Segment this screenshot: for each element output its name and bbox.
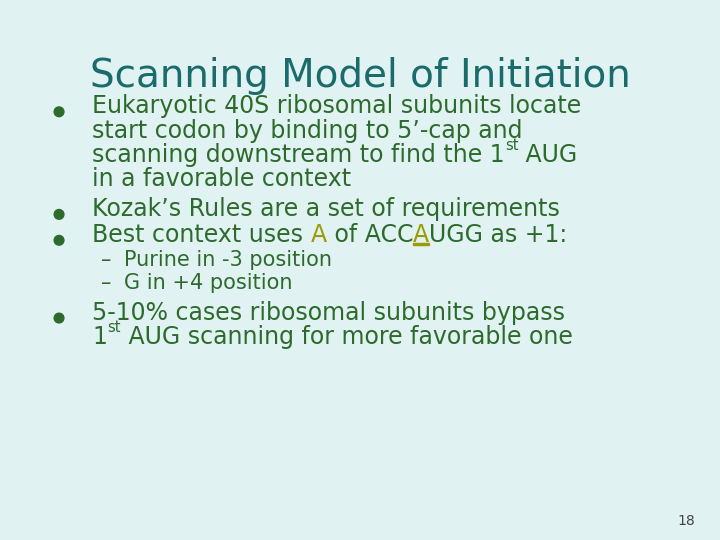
Text: G in +4 position: G in +4 position <box>124 273 292 293</box>
Text: A: A <box>310 223 327 247</box>
Text: Best context uses: Best context uses <box>92 223 310 247</box>
Text: st: st <box>107 320 120 335</box>
Text: start codon by binding to 5’-cap and: start codon by binding to 5’-cap and <box>92 119 523 143</box>
Text: 1: 1 <box>92 325 107 349</box>
Text: in a favorable context: in a favorable context <box>92 167 351 191</box>
Text: Kozak’s Rules are a set of requirements: Kozak’s Rules are a set of requirements <box>92 197 560 221</box>
Ellipse shape <box>54 107 64 117</box>
Text: Purine in -3 position: Purine in -3 position <box>124 250 332 270</box>
Text: 18: 18 <box>677 514 695 528</box>
Text: –: – <box>101 273 111 293</box>
Text: AUG scanning for more favorable one: AUG scanning for more favorable one <box>120 325 572 349</box>
Text: st: st <box>505 138 518 153</box>
Text: 5-10% cases ribosomal subunits bypass: 5-10% cases ribosomal subunits bypass <box>92 301 565 325</box>
Ellipse shape <box>54 313 64 323</box>
Text: AUG: AUG <box>518 143 577 167</box>
Text: of ACC: of ACC <box>327 223 413 247</box>
Text: A: A <box>413 223 429 247</box>
Bar <box>413 243 429 245</box>
Text: scanning downstream to find the 1: scanning downstream to find the 1 <box>92 143 505 167</box>
Text: –: – <box>101 250 111 270</box>
Text: Scanning Model of Initiation: Scanning Model of Initiation <box>89 57 631 94</box>
Ellipse shape <box>54 235 64 245</box>
Ellipse shape <box>54 210 64 219</box>
Text: UGG as +1:: UGG as +1: <box>429 223 567 247</box>
Text: Eukaryotic 40S ribosomal subunits locate: Eukaryotic 40S ribosomal subunits locate <box>92 94 582 118</box>
